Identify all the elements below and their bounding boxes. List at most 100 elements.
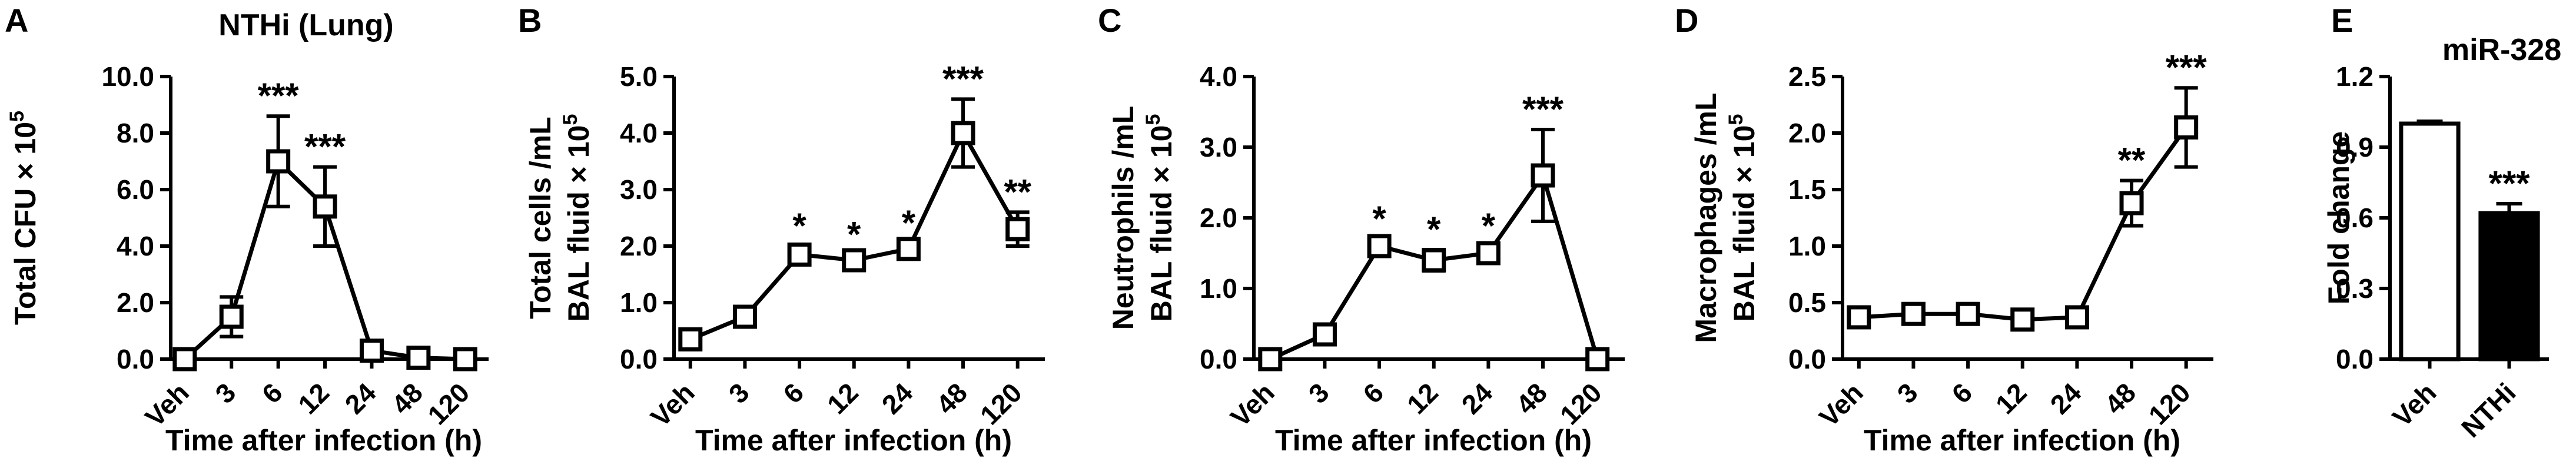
data-point: [359, 339, 384, 363]
data-point: [951, 121, 975, 145]
x-tick-label: 120: [974, 377, 1028, 430]
x-tick-label: 120: [421, 377, 475, 430]
y-tick-label: 2.0: [1200, 203, 1237, 233]
y-tick-label: 1.2: [2336, 61, 2373, 92]
data-point: [1585, 347, 1610, 372]
y-axis-title: Total cells /mL: [524, 117, 557, 319]
x-axis-title: Time after infection (h): [695, 424, 1012, 457]
y-tick-label: 0.5: [1788, 287, 1826, 318]
significance-label: ***: [304, 127, 346, 167]
panel-a: A NTHi (Lung) 0.0 2.0 4.0 6.0 8.0 10.0 Total CFU…: [5, 2, 489, 457]
data-point: [1258, 347, 1283, 372]
data-point: [2010, 307, 2035, 332]
x-tick-label: 6: [1357, 377, 1389, 409]
significance-label: *: [847, 214, 861, 254]
x-tick-label: 24: [1455, 377, 1498, 420]
y-axis-title-exponent: 5: [1725, 114, 1747, 125]
y-tick-label: 10.0: [101, 61, 154, 92]
y-tick-label: 0.3: [2336, 273, 2373, 304]
x-tick-label: 48: [1510, 377, 1553, 420]
x-tick-label: NTHi: [2455, 377, 2522, 443]
y-axis-title-exponent: 5: [559, 114, 582, 125]
data-point: [1367, 234, 1392, 258]
x-tick-label: 3: [1891, 377, 1924, 409]
x-tick-label: 12: [1401, 377, 1444, 420]
y-tick-label: 3.0: [1200, 132, 1237, 162]
data-point: [732, 304, 757, 329]
data-point: [678, 327, 703, 351]
y-axis-title-text: BAL fluid × 10: [1728, 125, 1761, 322]
bar: [2399, 121, 2461, 361]
y-axis-title-text: BAL fluid × 10: [1145, 125, 1178, 322]
y-tick-label: 3.0: [620, 174, 658, 205]
significance-label: *: [1372, 199, 1386, 238]
x-tick-label: 3: [209, 377, 241, 409]
y-tick-label: 4.0: [620, 118, 658, 148]
data-point: [172, 347, 197, 372]
significance-label: ***: [2488, 164, 2530, 203]
data-point: [1005, 217, 1030, 241]
y-tick-label: 1.0: [1788, 231, 1826, 261]
x-tick-label: 48: [2099, 377, 2142, 420]
data-point: [406, 346, 431, 370]
y-axis-title-text: Total CFU × 10: [9, 122, 42, 325]
significance-label: **: [1004, 172, 1031, 211]
y-axis-title-text: BAL fluid × 10: [562, 125, 595, 322]
y-axis-title-line2: BAL fluid × 105: [1142, 114, 1178, 322]
y-axis-title-exponent: 5: [6, 111, 28, 122]
x-tick-label: 48: [930, 377, 973, 420]
x-tick-label: 6: [1946, 377, 1978, 409]
y-axis-title: Macrophages /mL: [1689, 92, 1722, 343]
panel-letter: E: [2331, 2, 2353, 39]
data-point: [453, 347, 477, 372]
panel-title: NTHi (Lung): [218, 8, 393, 42]
x-tick-label: 120: [1554, 377, 1608, 430]
panel-letter: A: [5, 2, 28, 39]
x-tick-label: 24: [339, 377, 382, 420]
y-axis-title-line2: BAL fluid × 105: [1725, 114, 1761, 322]
y-tick-label: 2.0: [117, 287, 154, 318]
panel-b: B 0.0 1.0 2.0 3.0 4.0 5.0 Total cells /mL BAL fl…: [518, 2, 1045, 457]
significance-label: ***: [1522, 89, 1564, 129]
significance-label: *: [1482, 206, 1496, 246]
significance-label: *: [902, 203, 916, 243]
y-axis-title: Total CFU × 105: [6, 111, 42, 325]
x-tick-label: Veh: [2386, 377, 2442, 433]
x-axis-title: Time after infection (h): [1275, 424, 1592, 457]
significance-label: ***: [2166, 48, 2207, 87]
y-tick-label: 4.0: [1200, 61, 1237, 92]
x-tick-label: Veh: [645, 377, 701, 433]
y-tick-label: 0.0: [620, 344, 658, 374]
data-point: [219, 304, 244, 329]
x-tick-label: 3: [1303, 377, 1335, 409]
data-point: [266, 149, 291, 174]
x-tick-label: 12: [821, 377, 864, 420]
data-point: [1956, 301, 1980, 326]
x-tick-label: 3: [723, 377, 755, 409]
data-point: [1847, 305, 1871, 330]
x-tick-label: 24: [2044, 377, 2087, 420]
x-tick-label: 12: [1990, 377, 2033, 420]
panel-c: C 0.0 1.0 2.0 3.0 4.0 Neutrophils /mL BAL fluid…: [1098, 2, 1625, 457]
data-point: [2119, 191, 2144, 215]
data-point: [1476, 241, 1501, 266]
x-axis-title: Time after infection (h): [1864, 424, 2180, 457]
panel-letter: D: [1675, 2, 1698, 39]
y-tick-label: 5.0: [620, 61, 658, 92]
y-axis-title-exponent: 5: [1142, 114, 1164, 125]
y-tick-label: 2.0: [1788, 118, 1826, 148]
x-tick-label: 6: [777, 377, 809, 409]
y-tick-label: 2.0: [620, 231, 658, 261]
significance-label: ***: [258, 76, 300, 115]
y-tick-label: 0.9: [2336, 132, 2373, 162]
x-tick-label: Veh: [1224, 377, 1280, 433]
y-axis-title: Fold change: [2322, 131, 2355, 304]
significance-label: **: [2118, 141, 2146, 180]
x-tick-label: 120: [2143, 377, 2196, 430]
data-point: [313, 194, 337, 219]
y-axis-title: Neutrophils /mL: [1107, 106, 1140, 330]
y-tick-label: 1.0: [1200, 273, 1237, 304]
y-tick-label: 8.0: [117, 118, 154, 148]
